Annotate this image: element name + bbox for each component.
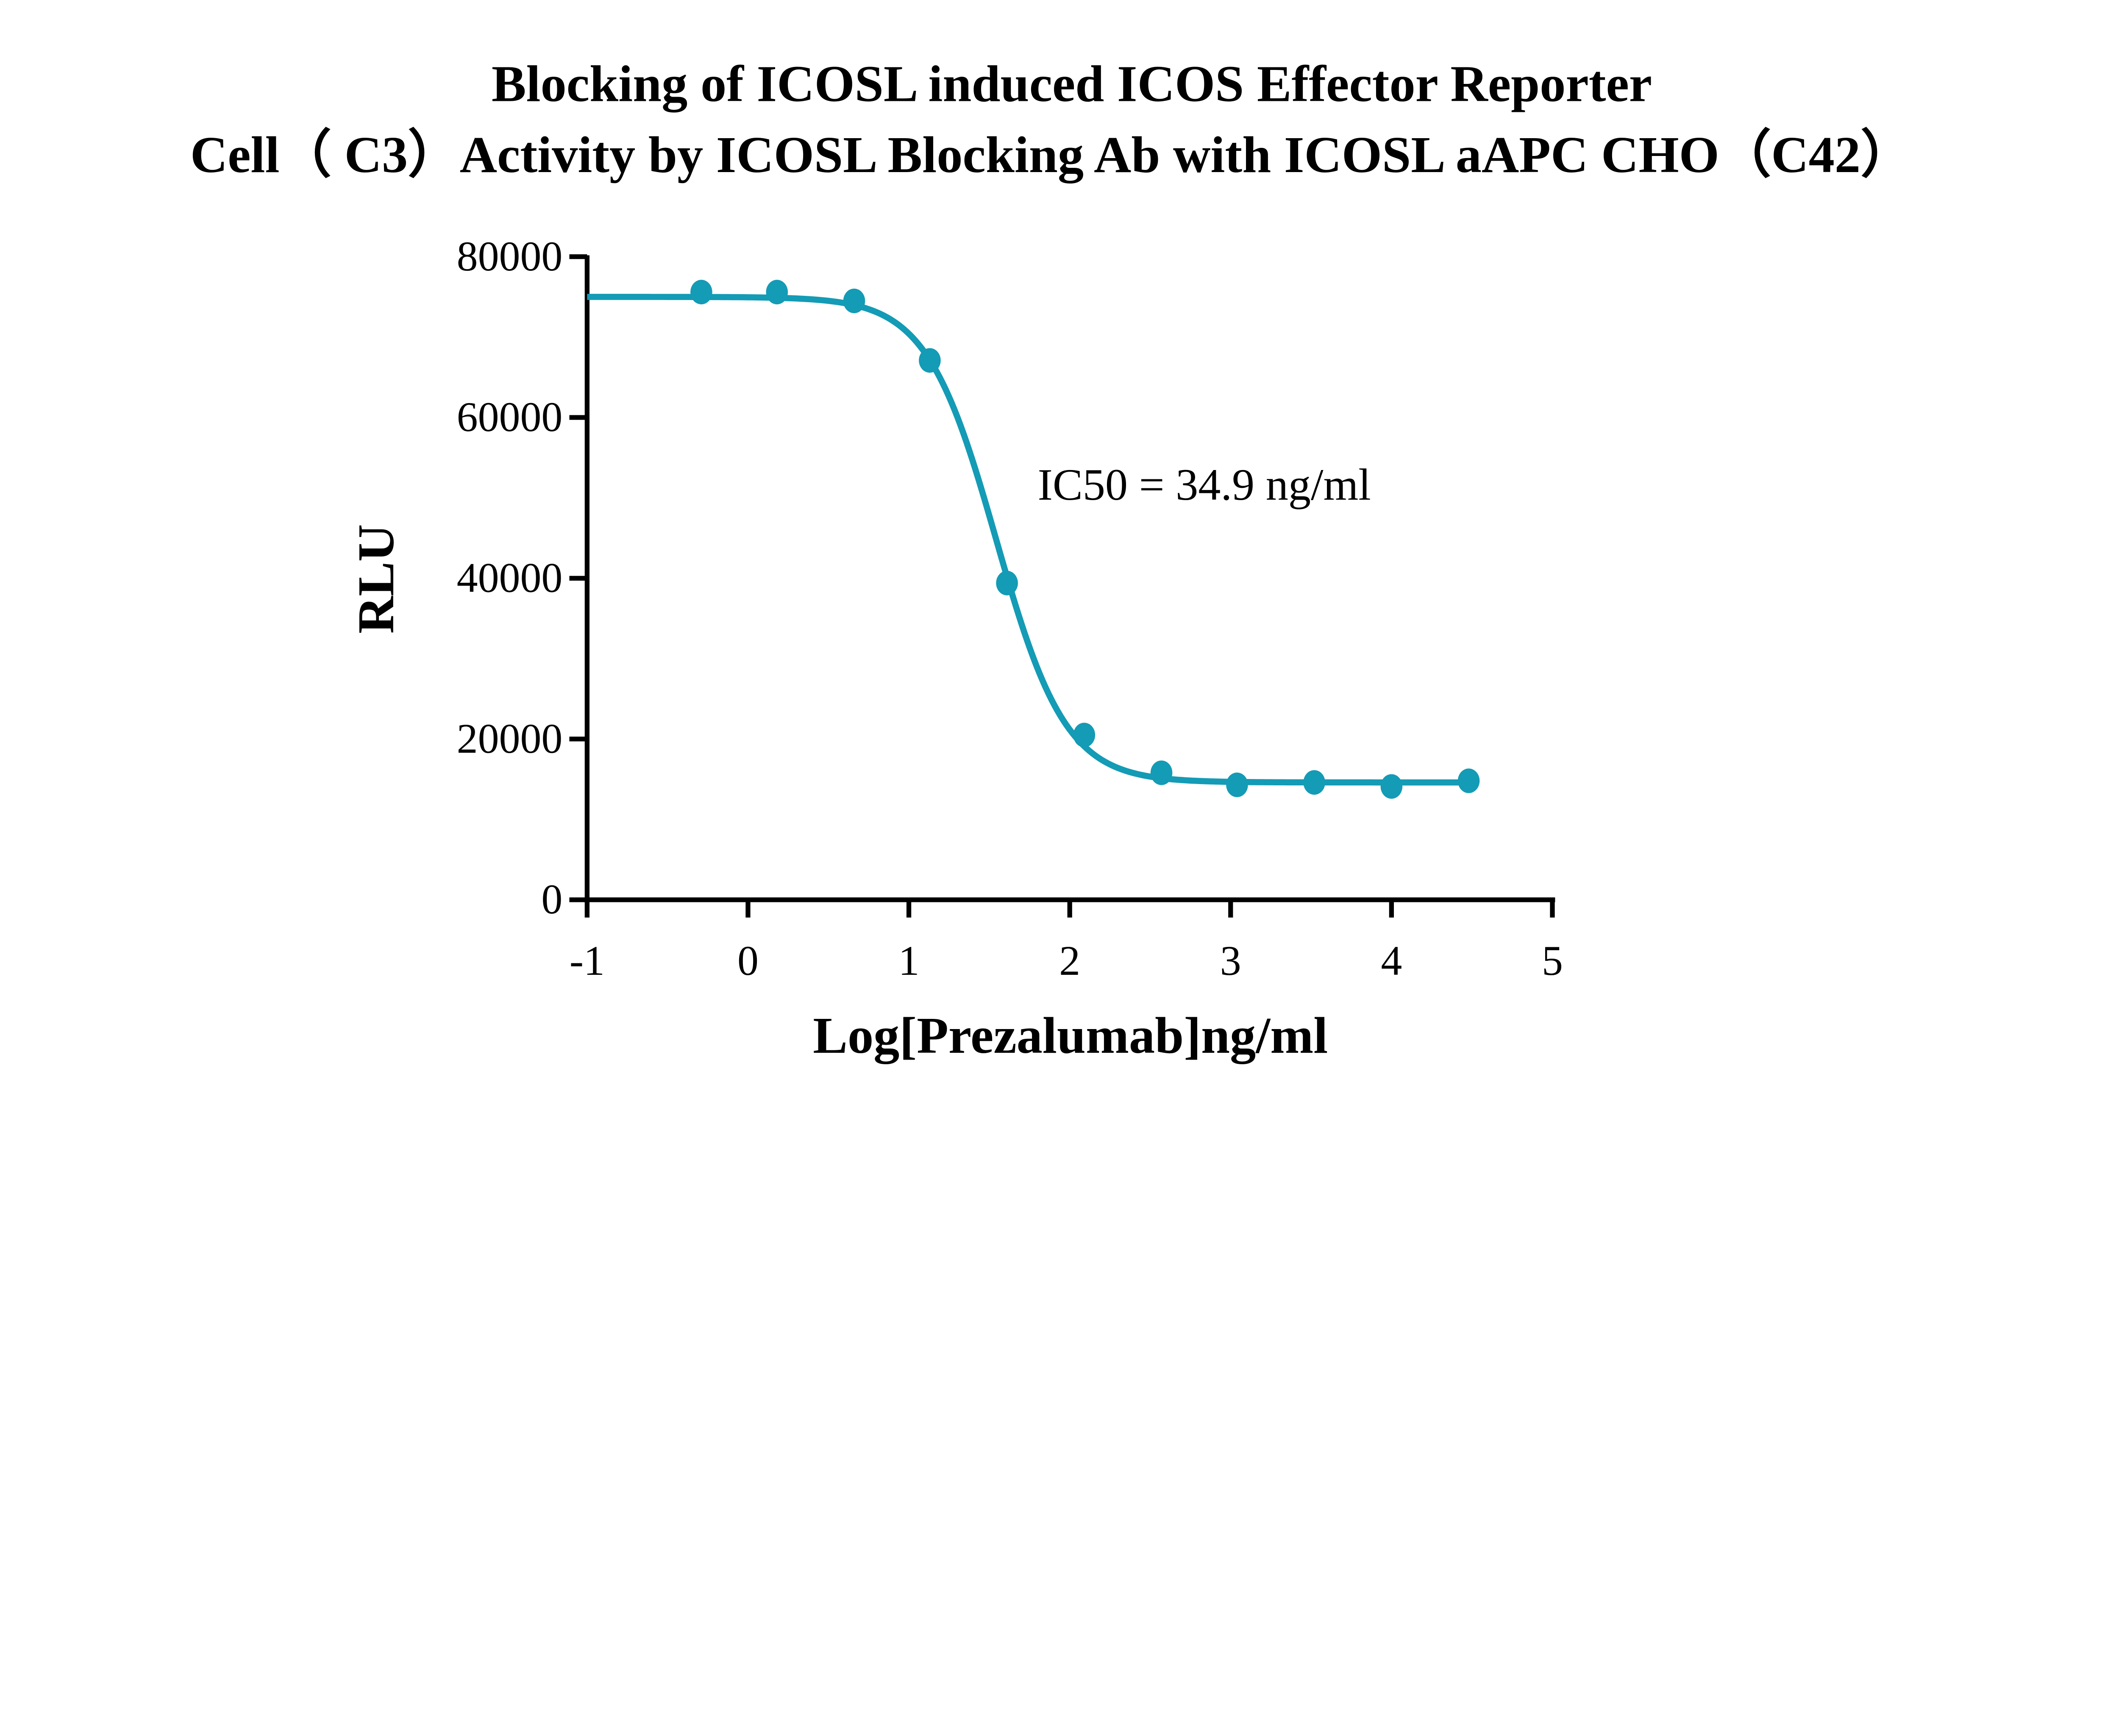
y-tick-label: 40000 [457, 554, 563, 601]
data-point [1380, 774, 1403, 799]
x-tick-label: 3 [1220, 937, 1241, 984]
chart-title-line-1: Blocking of ICOSL induced ICOS Effector … [492, 55, 1652, 112]
x-tick-label: -1 [570, 937, 605, 984]
data-point [1457, 768, 1480, 793]
chart-title-line-2: Cell（ C3）Activity by ICOSL Blocking Ab w… [190, 126, 1913, 184]
y-tick-label: 80000 [457, 233, 563, 280]
plot-area [587, 280, 1480, 799]
y-tick-label: 60000 [457, 393, 563, 440]
x-tick-label: 1 [898, 937, 920, 984]
data-point [1303, 770, 1325, 795]
data-point [996, 570, 1018, 595]
x-tick-label: 4 [1381, 937, 1402, 984]
data-point [919, 348, 941, 373]
x-tick-label: 0 [737, 937, 759, 984]
fit-curve [587, 294, 1469, 786]
data-point [843, 288, 865, 313]
ic50-annotation: IC50 = 34.9 ng/ml [1037, 459, 1371, 509]
data-point [1073, 723, 1096, 748]
data-point [1226, 772, 1248, 797]
y-tick-label: 20000 [457, 715, 563, 762]
data-point [766, 280, 788, 305]
data-point [690, 280, 712, 305]
y-axis-label: RLU [348, 524, 405, 634]
y-tick-label: 0 [541, 876, 562, 923]
data-point [1150, 760, 1173, 785]
dose-response-chart: Blocking of ICOSL induced ICOS Effector … [190, 55, 1913, 1064]
x-tick-label: 5 [1542, 937, 1563, 984]
x-tick-label: 2 [1059, 937, 1080, 984]
x-axis-label: Log[Prezalumab]ng/ml [813, 1007, 1328, 1064]
